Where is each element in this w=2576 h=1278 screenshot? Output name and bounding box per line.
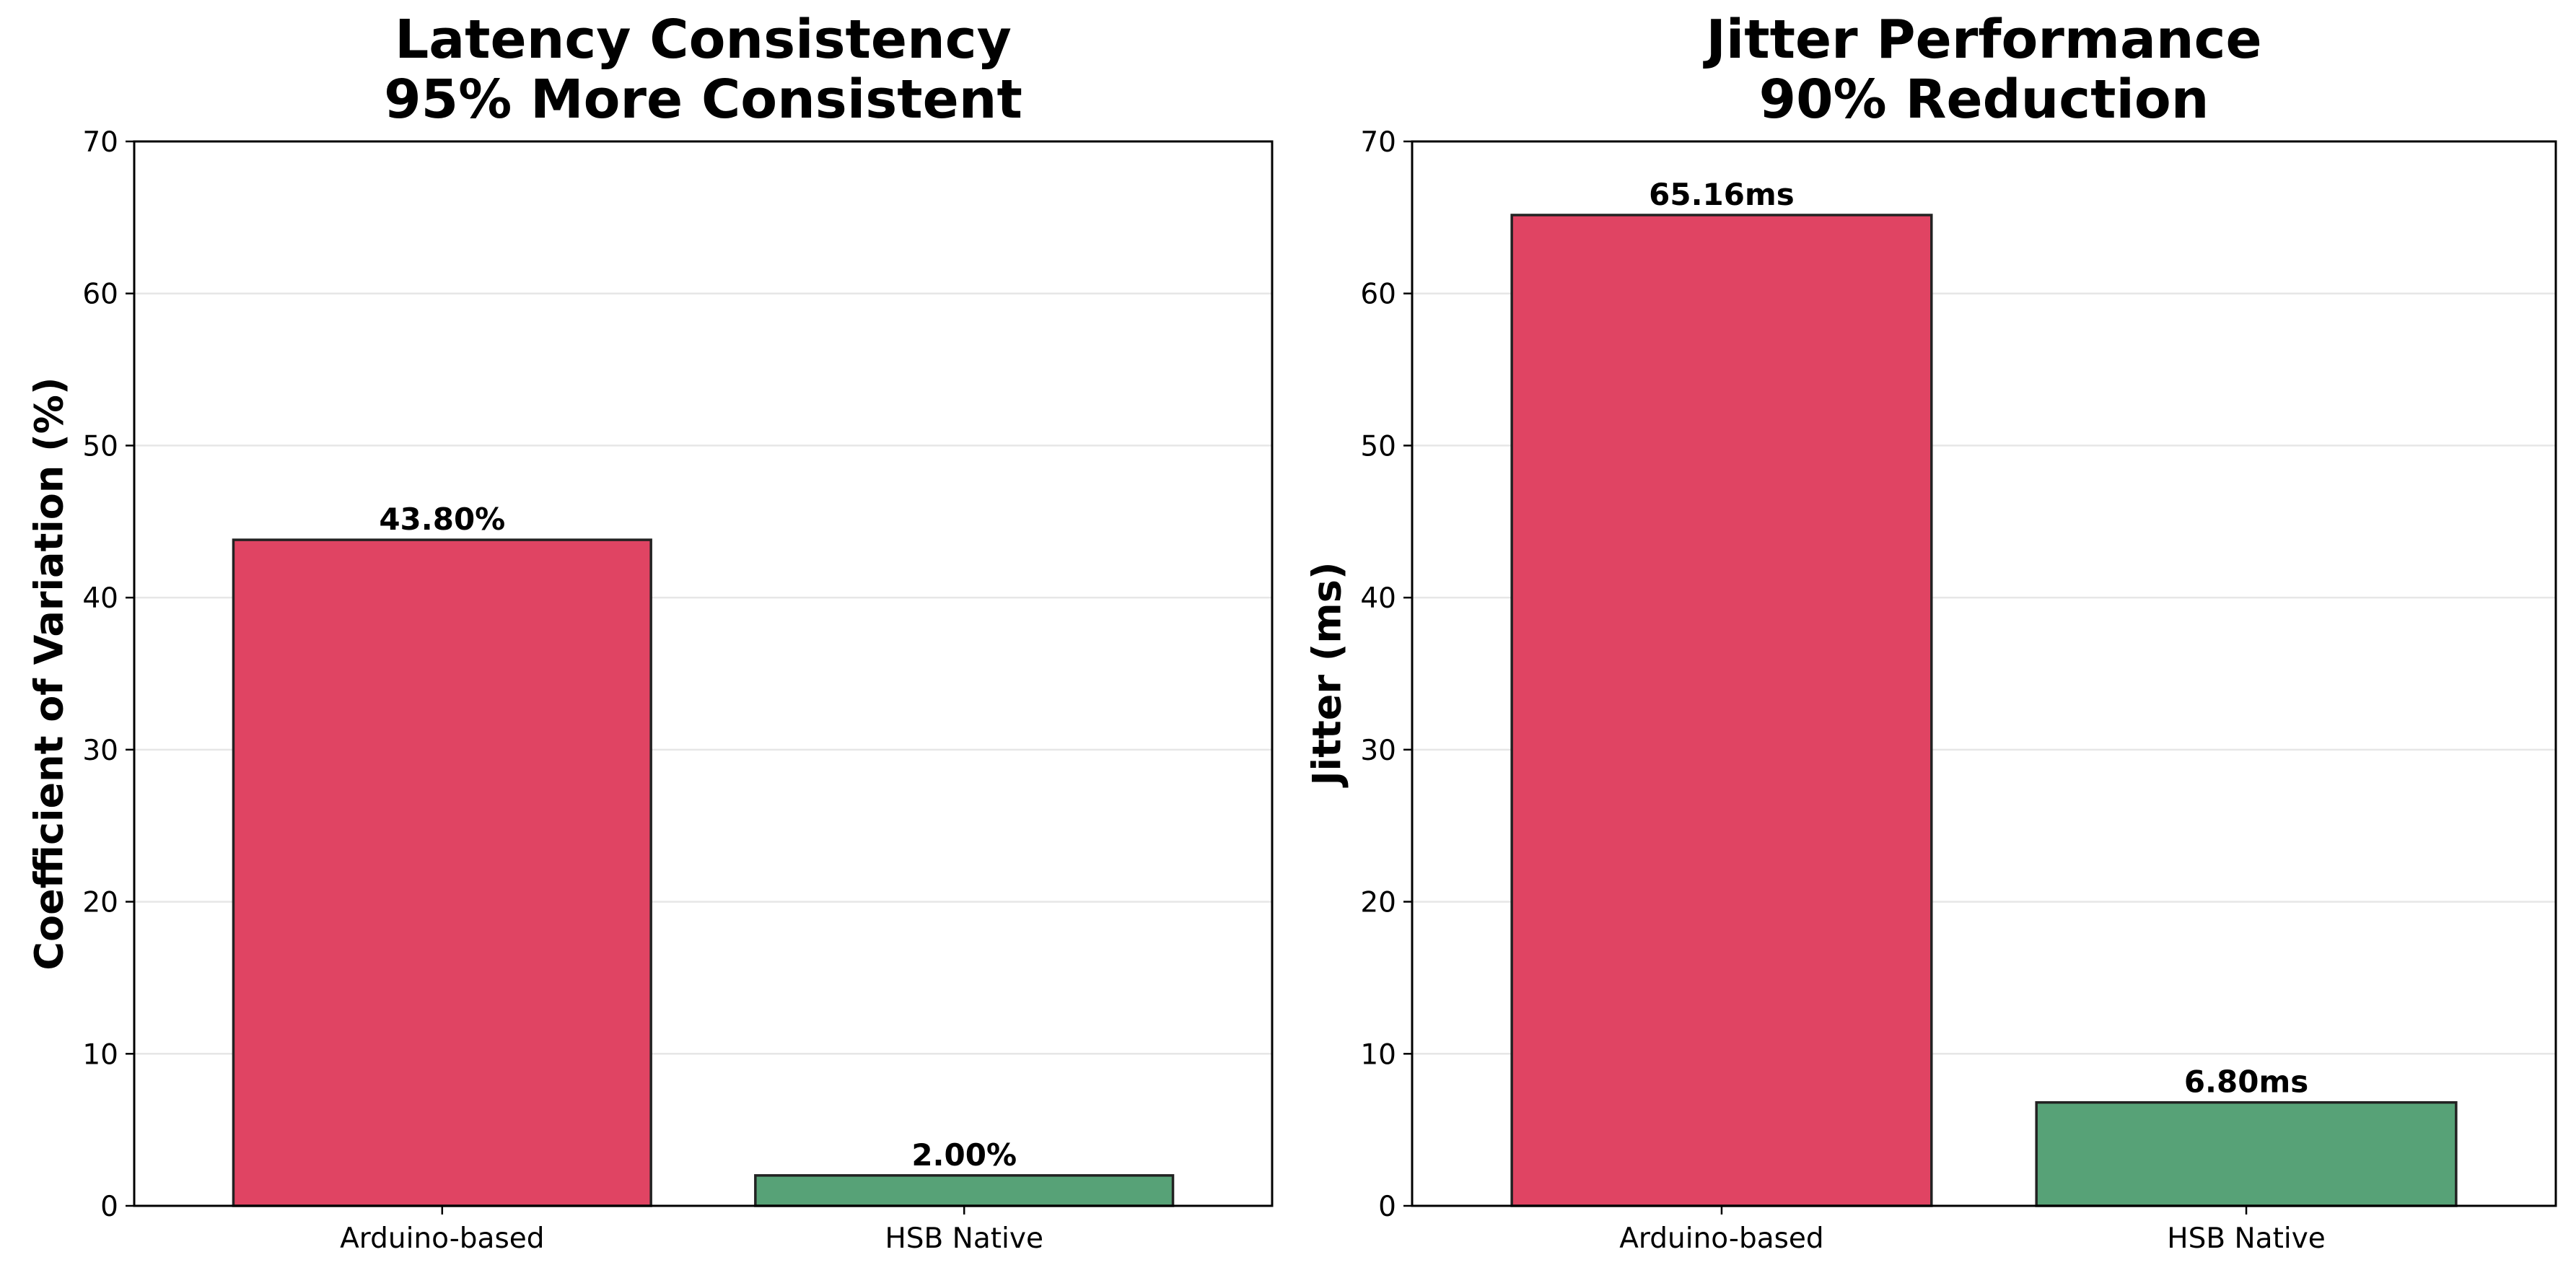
- y-axis-label: Coefficient of Variation (%): [27, 377, 72, 970]
- y-tick-label: 60: [1360, 279, 1396, 311]
- data-label: 2.00%: [911, 1137, 1017, 1173]
- data-label: 43.80%: [379, 502, 505, 537]
- chart-svg-left: 43.80% 2.00% 0 10 20 30 40 50 60 70 Arduino-based H…: [27, 9, 1274, 1255]
- bar: [232, 538, 652, 1207]
- y-tick-label: 60: [82, 279, 118, 311]
- chart-svg-right: 65.16ms 6.80ms 0 10 20 30 40 50 60 70 Arduino-base…: [1305, 9, 2557, 1255]
- y-tick-label: 20: [82, 887, 118, 919]
- x-tick-label: Arduino-based: [340, 1222, 544, 1255]
- y-tick-label: 70: [82, 126, 118, 159]
- bar: [1510, 214, 1933, 1207]
- y-tick-label: 10: [82, 1038, 118, 1071]
- y-tick-label: 40: [1360, 582, 1396, 615]
- y-tick-label: 30: [1360, 735, 1396, 767]
- y-tick-label: 10: [1360, 1038, 1396, 1071]
- y-axis-label: Jitter (ms): [1305, 561, 1350, 788]
- x-tick-label: HSB Native: [2167, 1222, 2326, 1255]
- chart-title-line: Latency Consistency: [395, 9, 1012, 71]
- x-tick-label: Arduino-based: [1619, 1222, 1823, 1255]
- x-tick-label: HSB Native: [885, 1222, 1043, 1255]
- bar: [754, 1174, 1175, 1207]
- data-label: 65.16ms: [1649, 177, 1795, 212]
- data-label: 6.80ms: [2184, 1064, 2308, 1100]
- chart-title-line: 95% More Consistent: [384, 69, 1022, 131]
- y-tick-label: 30: [82, 735, 118, 767]
- y-tick-label: 20: [1360, 887, 1396, 919]
- y-tick-label: 70: [1360, 126, 1396, 159]
- y-tick-label: 0: [1378, 1191, 1396, 1223]
- chart-panel-right: 65.16ms 6.80ms 0 10 20 30 40 50 60 70 Arduino-base…: [1288, 0, 2576, 1278]
- plot-frame: [133, 140, 1274, 1207]
- chart-panel-left: 43.80% 2.00% 0 10 20 30 40 50 60 70 Arduino-based H…: [27, 9, 1274, 1255]
- bar: [2035, 1100, 2458, 1207]
- y-tick-label: 40: [82, 582, 118, 615]
- y-tick-label: 0: [100, 1191, 118, 1223]
- plot-frame: [1411, 140, 2557, 1207]
- chart-title-line: Jitter Performance: [1702, 9, 2261, 71]
- chart-title-line: 90% Reduction: [1759, 69, 2209, 131]
- y-tick-label: 50: [82, 430, 118, 463]
- y-tick-label: 50: [1360, 430, 1396, 463]
